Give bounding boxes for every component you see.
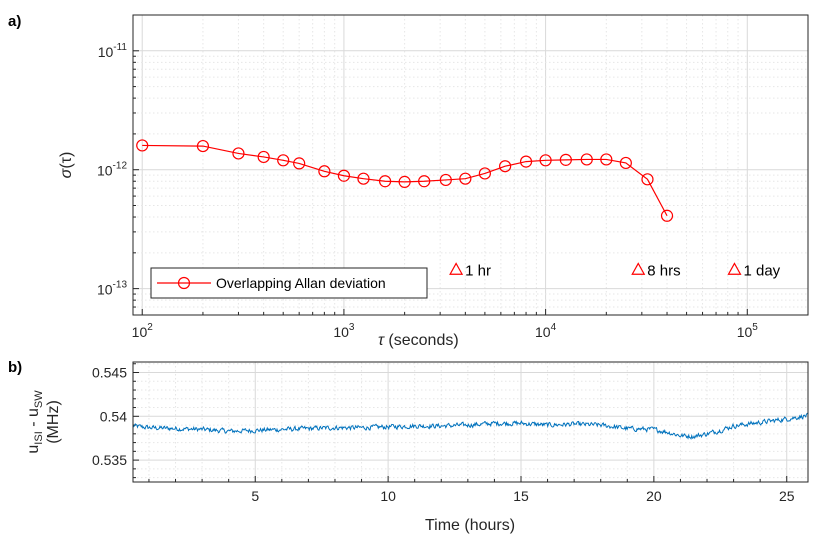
annotation-triangle bbox=[631, 262, 646, 275]
allan-deviation-point bbox=[196, 139, 210, 153]
panel-b-frame bbox=[132, 361, 809, 483]
panel-a-y-tick-label: 10-13 bbox=[97, 280, 127, 298]
allan-deviation-line bbox=[142, 144, 668, 217]
panel-a-x-tick-label: 103 bbox=[333, 322, 355, 340]
panel-b-y-axis-label-line1: uISI - uSW bbox=[25, 390, 45, 454]
panel-b-label: b) bbox=[8, 359, 22, 376]
panel-b-y-axis-label: uISI - uSW (MHz) bbox=[25, 390, 62, 454]
allan-deviation-point bbox=[600, 153, 613, 166]
panel-b-y-tick-label: 0.545 bbox=[92, 365, 127, 381]
panel-b-x-tick-label: 25 bbox=[779, 488, 795, 504]
panel-a-frame bbox=[132, 14, 809, 316]
allan-deviation-point bbox=[580, 153, 593, 166]
allan-deviation-point bbox=[660, 209, 674, 222]
panel-b-plot-area bbox=[133, 362, 808, 482]
panel-b-x-tick-label: 10 bbox=[380, 488, 396, 504]
legend: Overlapping Allan deviation bbox=[150, 267, 428, 299]
allan-deviation-point bbox=[478, 167, 491, 180]
allan-deviation-point bbox=[459, 172, 472, 185]
panel-b-y-tick-label: 0.54 bbox=[100, 408, 127, 424]
annotation-label: 1 day bbox=[743, 262, 780, 279]
panel-a-y-tick-label: 10-11 bbox=[98, 42, 128, 60]
panel-a-y-tick-label: 10-12 bbox=[97, 161, 127, 179]
allan-deviation-series bbox=[136, 139, 674, 222]
legend-marker bbox=[177, 276, 191, 290]
panel-b-y-axis-label-line2: (MHz) bbox=[45, 400, 62, 444]
panel-b-x-tick-label: 20 bbox=[646, 488, 662, 504]
allan-deviation-point bbox=[539, 154, 552, 167]
frequency-difference-line bbox=[132, 412, 809, 440]
allan-deviation-plot: 102 103 104 105 10-13 10-12 10-11 1 hr 8 hrs 1 d… bbox=[58, 14, 809, 349]
panel-a-x-tick-label: 102 bbox=[132, 322, 154, 340]
allan-deviation-point bbox=[641, 173, 654, 186]
panel-a-plot-area bbox=[133, 15, 808, 315]
panel-b-x-axis-label: Time (hours) bbox=[425, 517, 515, 534]
allan-deviation-point bbox=[499, 160, 512, 173]
panel-a-x-tick-label: 105 bbox=[737, 322, 759, 340]
panel-b-x-tick-label: 5 bbox=[251, 488, 259, 504]
allan-deviation-point bbox=[293, 157, 306, 170]
legend-label: Overlapping Allan deviation bbox=[216, 275, 386, 291]
allan-deviation-point bbox=[439, 173, 452, 187]
time-annotations: 1 hr 8 hrs 1 day bbox=[449, 262, 781, 279]
panel-a-label: a) bbox=[8, 13, 21, 30]
frequency-difference-plot: 5 10 15 20 25 0.535 0.54 0.545 Time (hours) uIS… bbox=[25, 361, 809, 534]
panel-b-x-tick-label: 15 bbox=[513, 488, 529, 504]
panel-a-ticks: 102 103 104 105 10-13 10-12 10-11 bbox=[97, 14, 809, 340]
allan-deviation-point bbox=[277, 154, 290, 167]
panel-a-x-tick-label: 104 bbox=[535, 322, 557, 340]
allan-deviation-point bbox=[418, 175, 431, 188]
annotation-triangle bbox=[727, 262, 742, 275]
allan-deviation-point bbox=[398, 175, 411, 188]
annotation-triangle bbox=[449, 262, 464, 275]
allan-deviation-point bbox=[378, 175, 392, 188]
allan-deviation-point bbox=[519, 155, 533, 168]
frequency-difference-series bbox=[132, 412, 809, 440]
annotation-label: 1 hr bbox=[465, 262, 491, 279]
annotation-label: 8 hrs bbox=[647, 262, 680, 279]
allan-deviation-point bbox=[318, 165, 331, 178]
allan-deviation-point bbox=[559, 153, 572, 166]
allan-deviation-point bbox=[232, 147, 245, 160]
panel-b-y-tick-label: 0.535 bbox=[92, 452, 127, 468]
allan-deviation-point bbox=[136, 139, 149, 152]
panel-a-y-axis-label: σ(τ) bbox=[58, 152, 75, 179]
allan-deviation-point bbox=[619, 156, 632, 170]
allan-deviation-point bbox=[337, 169, 351, 182]
panel-a-x-axis-label: τ (seconds) bbox=[378, 332, 459, 349]
allan-deviation-point bbox=[257, 150, 270, 164]
allan-deviation-point bbox=[357, 172, 370, 185]
